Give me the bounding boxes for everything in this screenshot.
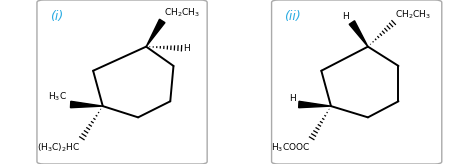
Polygon shape: [299, 101, 331, 108]
Polygon shape: [71, 101, 103, 108]
Text: H: H: [289, 94, 296, 103]
Polygon shape: [146, 19, 165, 47]
Text: H: H: [183, 44, 190, 53]
Text: H$_3$COOC: H$_3$COOC: [271, 142, 310, 154]
Text: H$_3$C: H$_3$C: [48, 90, 67, 103]
Text: (i): (i): [50, 10, 63, 23]
Text: (ii): (ii): [284, 10, 301, 23]
Text: H: H: [342, 12, 349, 21]
Polygon shape: [349, 21, 368, 47]
Text: CH$_2$CH$_3$: CH$_2$CH$_3$: [395, 8, 431, 21]
Text: (H$_3$C)$_2$HC: (H$_3$C)$_2$HC: [37, 142, 80, 154]
Text: CH$_2$CH$_3$: CH$_2$CH$_3$: [164, 7, 200, 19]
